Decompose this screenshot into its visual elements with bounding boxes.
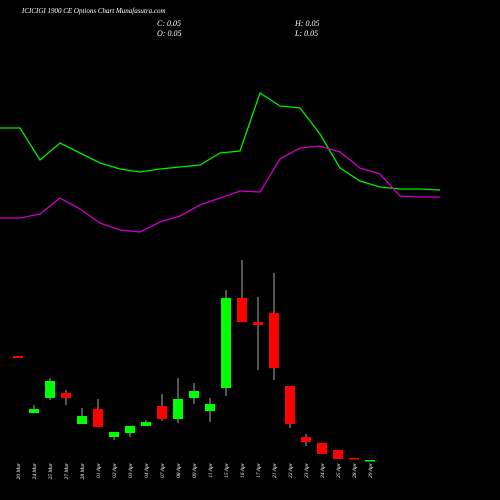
x-tick-label: 29 Apr bbox=[368, 462, 374, 478]
x-tick-label: 24 Apr bbox=[319, 462, 326, 478]
candle-body bbox=[157, 406, 167, 419]
candle-body bbox=[77, 416, 87, 424]
x-tick-label: 25 Apr bbox=[336, 462, 342, 478]
x-tick-label: 17 Apr bbox=[256, 462, 262, 478]
x-tick-label: 24 Mar bbox=[31, 462, 38, 479]
x-tick-label: 22 Apr bbox=[288, 462, 294, 478]
candle-body bbox=[205, 404, 215, 411]
candle-body bbox=[221, 298, 231, 388]
x-tick-label: 01 Apr bbox=[96, 462, 102, 478]
candle-body bbox=[45, 381, 55, 398]
x-tick-label: 28 Mar bbox=[80, 462, 86, 479]
low-readout: L: 0.05 bbox=[294, 29, 318, 38]
candle-body bbox=[285, 386, 295, 424]
candle-body bbox=[125, 426, 135, 433]
candle-body bbox=[173, 399, 183, 419]
x-tick-label: 03 Apr bbox=[128, 462, 134, 478]
candle-body bbox=[61, 393, 71, 398]
candle-body bbox=[141, 422, 151, 426]
x-tick-label: 11 Apr bbox=[208, 462, 214, 477]
x-tick-label: 02 Apr bbox=[112, 462, 118, 478]
x-tick-label: 25 Mar bbox=[48, 462, 54, 479]
moving-average-line bbox=[0, 92, 441, 191]
x-tick-label: 04 Apr bbox=[143, 462, 150, 478]
candle-body bbox=[317, 443, 327, 454]
x-tick-label: 16 Apr bbox=[240, 462, 246, 478]
x-tick-label: 15 Apr bbox=[224, 462, 230, 478]
x-tick-label: 28 Apr bbox=[352, 462, 358, 478]
x-tick-label: 07 Apr bbox=[160, 462, 166, 478]
open-readout: O: 0.05 bbox=[157, 29, 181, 38]
high-readout: H: 0.05 bbox=[294, 19, 319, 28]
close-readout: C: 0.05 bbox=[157, 19, 181, 28]
x-tick-label: 23 Apr bbox=[304, 462, 310, 478]
x-tick-label: 27 Mar bbox=[64, 462, 70, 479]
candle-body bbox=[189, 391, 199, 398]
candle-body bbox=[93, 409, 103, 427]
moving-average-line bbox=[0, 145, 440, 233]
candle-body bbox=[253, 322, 263, 325]
x-tick-label: 08 Apr bbox=[176, 462, 182, 478]
candle-body bbox=[333, 450, 343, 459]
x-tick-label: 20 Mar bbox=[16, 462, 22, 479]
chart-title: ICICIGI 1900 CE Options Chart Munafasutr… bbox=[21, 7, 166, 15]
candle-body bbox=[13, 356, 23, 358]
candle-body bbox=[29, 409, 39, 413]
x-tick-label: 21 Apr bbox=[272, 462, 278, 478]
x-tick-label: 09 Apr bbox=[192, 462, 198, 478]
candle-body bbox=[269, 313, 279, 368]
candle-body bbox=[237, 298, 247, 322]
candle-body bbox=[109, 432, 119, 437]
candle-body bbox=[349, 458, 359, 460]
candle-body bbox=[365, 460, 375, 462]
candle-body bbox=[301, 437, 311, 442]
